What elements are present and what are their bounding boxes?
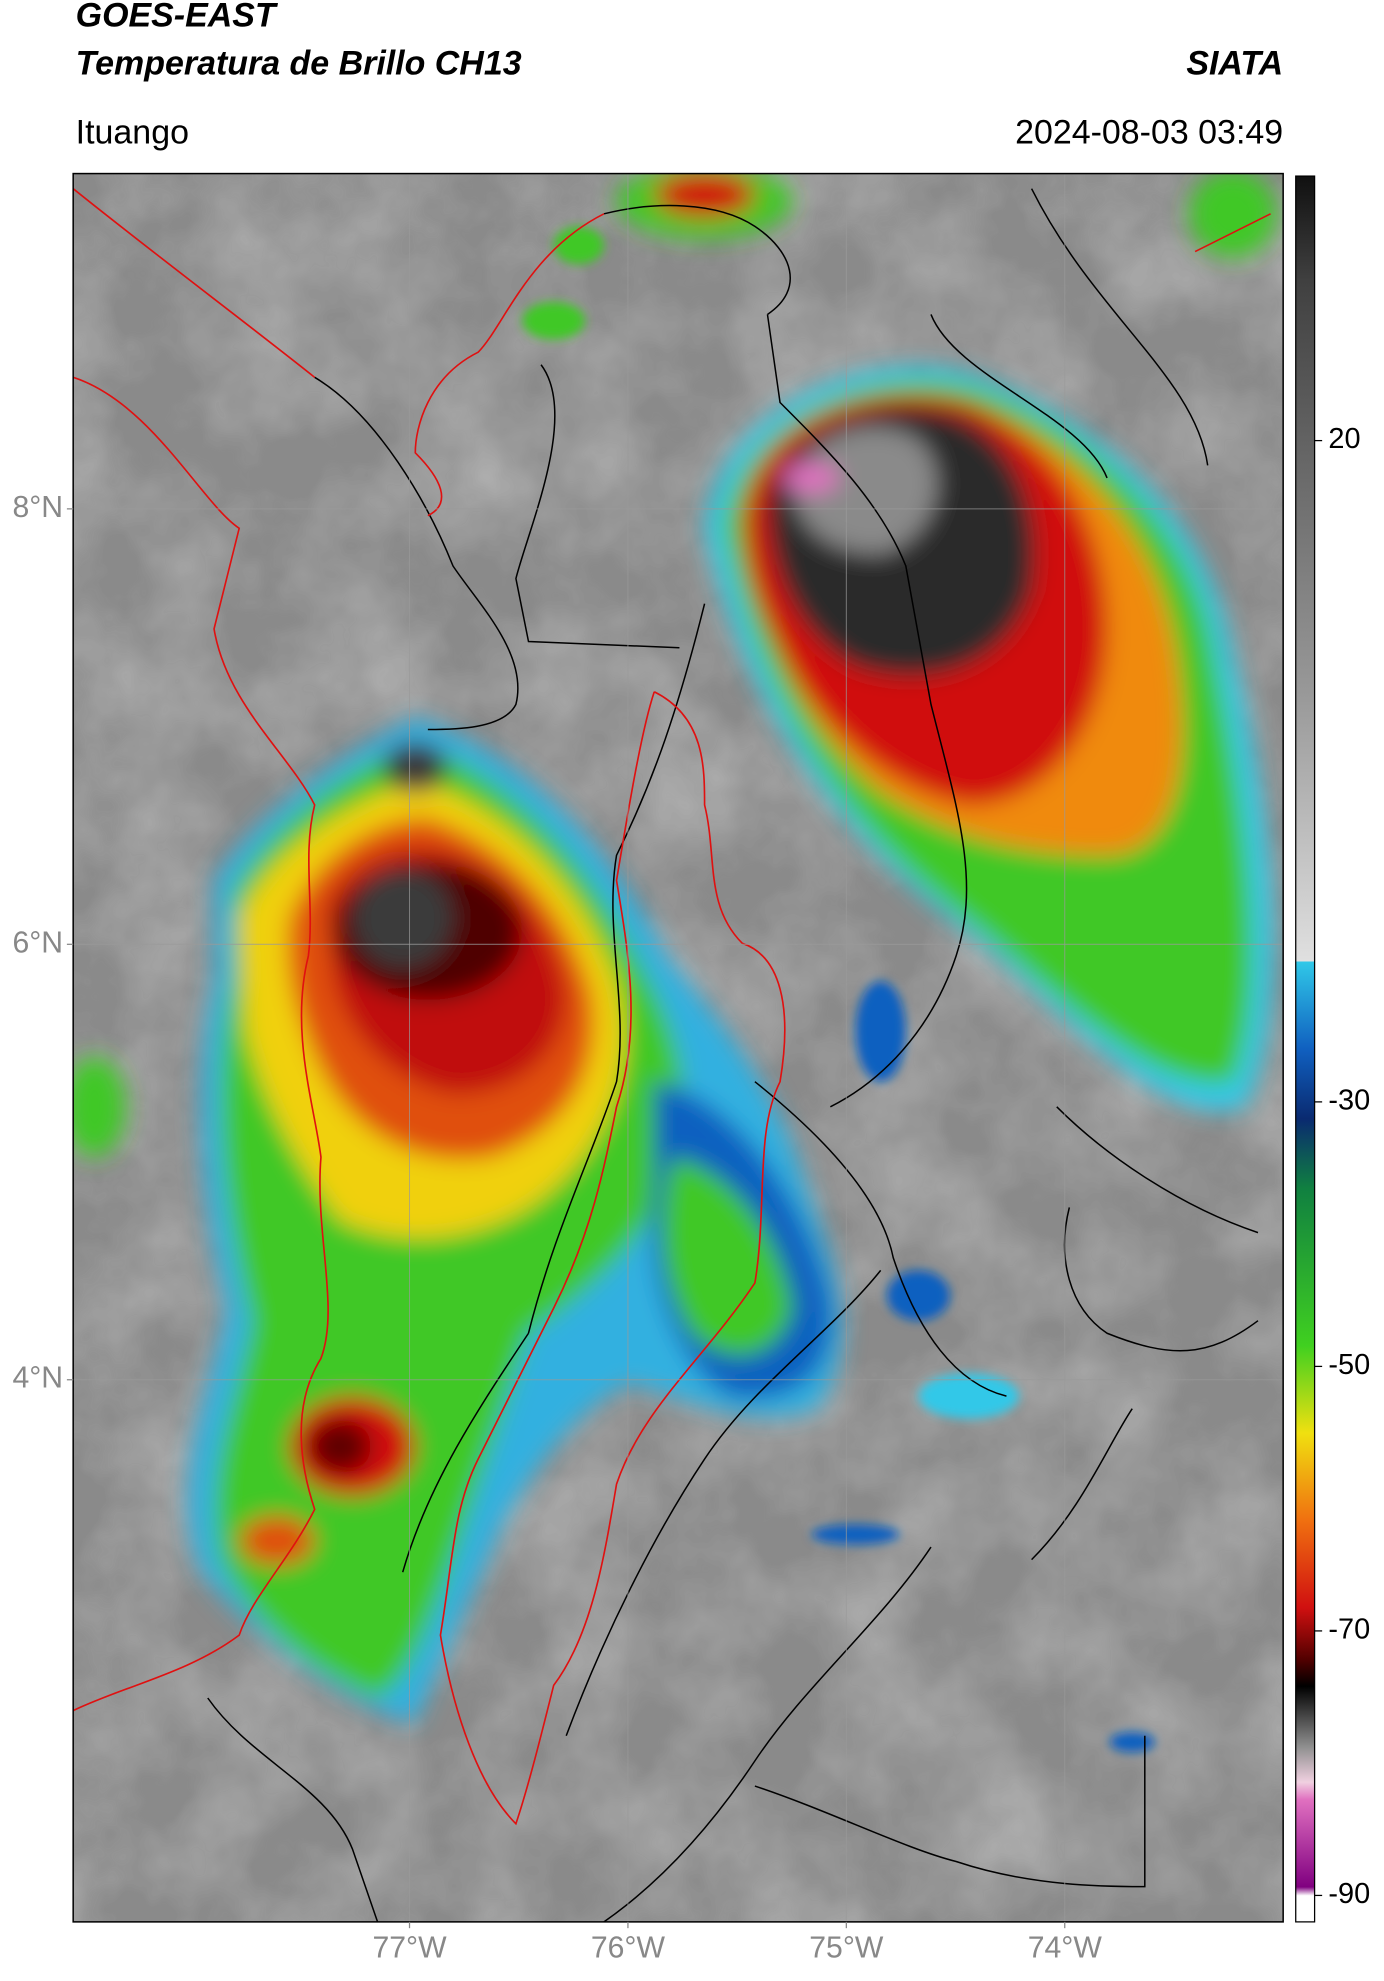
colorbar-tick-label: -50 <box>1328 1349 1370 1381</box>
lat-tick-label: 6°N <box>12 926 63 959</box>
colorbar-tick-label: -70 <box>1328 1614 1370 1646</box>
colorbar <box>1295 175 1316 1923</box>
lat-tick-label: 8°N <box>12 491 63 524</box>
lon-tick-label: 75°W <box>809 1932 884 1965</box>
colorbar-tick-label: -30 <box>1328 1085 1370 1117</box>
title: GOES-EAST <box>76 0 279 35</box>
subtitle: Temperatura de Brillo CH13 <box>76 44 522 82</box>
lon-tick-label: 74°W <box>1028 1932 1103 1965</box>
map-image <box>73 173 1284 1922</box>
datetime: 2024-08-03 03:49 <box>1015 114 1283 152</box>
lon-tick-label: 77°W <box>372 1932 447 1965</box>
lon-tick-label: 76°W <box>591 1932 666 1965</box>
source: SIATA <box>1186 44 1283 82</box>
lat-tick-label: 4°N <box>12 1362 63 1395</box>
colorbar-tick-label: -90 <box>1328 1878 1370 1910</box>
colorbar-tick-label: 20 <box>1328 423 1360 455</box>
graticule <box>73 173 1284 1922</box>
map-frame <box>72 172 1284 1923</box>
location: Ituango <box>76 114 189 152</box>
